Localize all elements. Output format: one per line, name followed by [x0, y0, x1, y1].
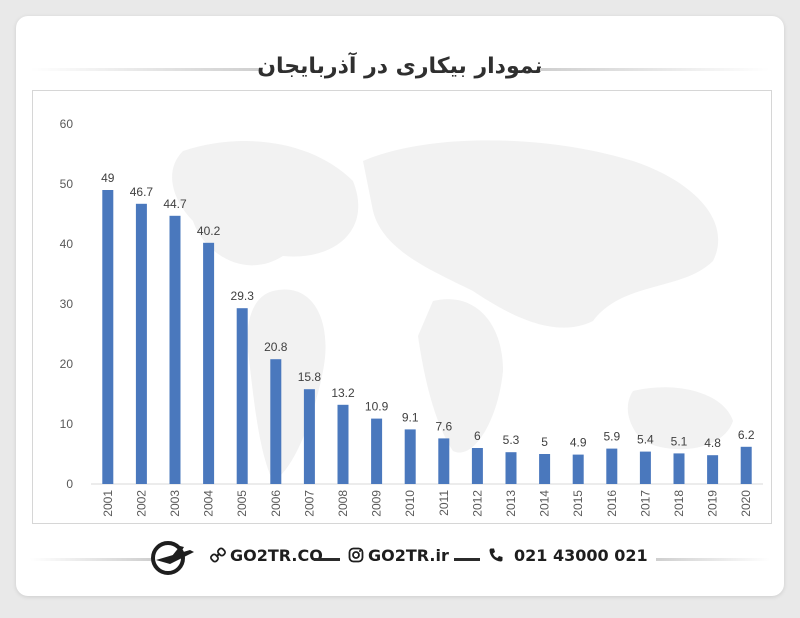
bar	[707, 455, 718, 484]
footer-bar: GO2TR.CO GO2TR.ir 021 43000 021	[16, 536, 784, 582]
title-row: نمودار بیکاری در آذربایجان	[16, 54, 784, 84]
bar-value-label: 5.1	[671, 434, 688, 448]
y-tick-label: 60	[60, 117, 74, 131]
bar-value-label: 15.8	[298, 370, 322, 384]
bar	[304, 389, 315, 484]
bar-chart: 0 10 20 30 40 50 60 49 2001 46.7 2002 44.7 2003 40.2 2…	[33, 91, 771, 523]
bar	[371, 419, 382, 484]
link-icon	[210, 547, 226, 563]
map-background-shape	[363, 140, 718, 327]
bar-value-label: 5.3	[503, 433, 520, 447]
x-category-label: 2004	[202, 490, 216, 517]
bar	[338, 405, 349, 484]
x-category-label: 2011	[437, 490, 451, 516]
bar-value-label: 7.6	[435, 419, 452, 433]
y-tick-label: 10	[60, 417, 74, 431]
bar	[237, 308, 248, 484]
x-category-label: 2010	[403, 490, 417, 517]
bar	[573, 455, 584, 484]
chart-title: نمودار بیکاری در آذربایجان	[16, 54, 784, 79]
bar-value-label: 20.8	[264, 340, 288, 354]
footer-divider-right	[656, 558, 770, 561]
bar	[170, 216, 181, 484]
footer-separator-1	[314, 558, 340, 561]
bar	[472, 448, 483, 484]
x-category-label: 2020	[739, 490, 753, 517]
chart-frame: 0 10 20 30 40 50 60 49 2001 46.7 2002 44.7 2003 40.2 2…	[32, 90, 772, 524]
x-category-label: 2012	[470, 490, 484, 517]
bar	[102, 190, 113, 484]
footer-website[interactable]: GO2TR.CO	[230, 546, 323, 565]
bar-value-label: 4.8	[704, 436, 721, 450]
bar-value-label: 49	[101, 171, 115, 185]
x-category-label: 2015	[571, 490, 585, 517]
bar	[270, 359, 281, 484]
bar	[674, 453, 685, 484]
bar	[506, 452, 517, 484]
x-category-label: 2008	[336, 490, 350, 517]
bar-value-label: 29.3	[231, 289, 255, 303]
x-category-label: 2003	[168, 490, 182, 517]
x-category-label: 2002	[134, 490, 148, 517]
bar	[438, 438, 449, 484]
bar	[203, 243, 214, 484]
bar	[539, 454, 550, 484]
instagram-icon	[348, 547, 364, 563]
bar-value-label: 4.9	[570, 436, 587, 450]
x-category-label: 2017	[638, 490, 652, 517]
bar	[136, 204, 147, 484]
y-tick-label: 40	[60, 237, 74, 251]
bar	[405, 429, 416, 484]
bar-value-label: 40.2	[197, 224, 221, 238]
bar-value-label: 6.2	[738, 428, 755, 442]
x-category-label: 2016	[605, 490, 619, 517]
bar-value-label: 5	[541, 435, 548, 449]
bar-value-label: 6	[474, 429, 481, 443]
bar-value-label: 46.7	[130, 185, 154, 199]
x-category-label: 2014	[538, 490, 552, 517]
x-category-label: 2005	[235, 490, 249, 517]
y-tick-label: 20	[60, 357, 74, 371]
bar-value-label: 13.2	[331, 386, 355, 400]
bar	[640, 452, 651, 484]
infographic-card: نمودار بیکاری در آذربایجان 0102030405060…	[16, 16, 784, 596]
bar-value-label: 9.1	[402, 410, 419, 424]
bar-value-label: 10.9	[365, 400, 389, 414]
x-category-label: 2009	[370, 490, 384, 517]
footer-phone[interactable]: 021 43000 021	[514, 546, 648, 565]
footer-divider-left	[30, 558, 152, 561]
bar-value-label: 44.7	[163, 197, 187, 211]
footer-separator-2	[454, 558, 480, 561]
x-category-label: 2013	[504, 490, 518, 517]
map-background-shape	[172, 141, 358, 265]
map-background-shape	[418, 299, 503, 452]
y-tick-label: 50	[60, 177, 74, 191]
x-category-label: 2018	[672, 490, 686, 517]
bar	[606, 449, 617, 484]
phone-icon	[488, 547, 504, 563]
title-divider-right	[540, 68, 770, 71]
bar	[741, 447, 752, 484]
x-category-label: 2006	[269, 490, 283, 517]
footer-instagram[interactable]: GO2TR.ir	[368, 546, 449, 565]
bar-value-label: 5.9	[603, 430, 620, 444]
y-tick-label: 0	[66, 477, 73, 491]
bar-value-label: 5.4	[637, 433, 654, 447]
plane-logo-icon	[150, 540, 196, 576]
x-category-label: 2019	[706, 490, 720, 517]
x-category-label: 2007	[302, 490, 316, 517]
x-category-label: 2001	[101, 490, 115, 517]
y-tick-label: 30	[60, 297, 74, 311]
